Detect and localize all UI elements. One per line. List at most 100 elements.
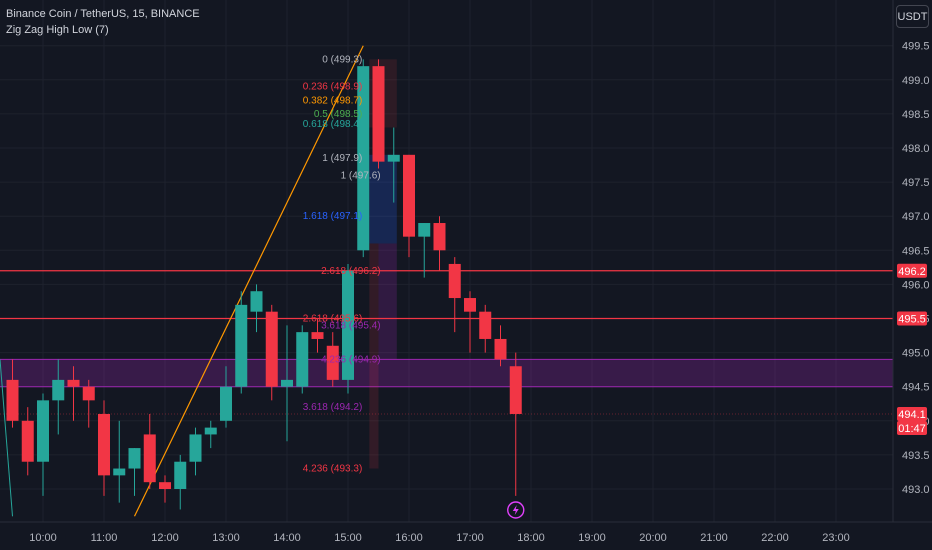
zigzag-indicator bbox=[0, 45, 364, 517]
price-badge-label: 01:47 bbox=[898, 423, 926, 435]
candle-down bbox=[98, 413, 110, 476]
fib-label: 0.5 (498.5) bbox=[314, 109, 362, 120]
candle-up bbox=[281, 379, 293, 387]
fib-labels: 0 (499.3) 0.236 (498.9) 0.382 (498.7) 0.5 (… bbox=[303, 54, 381, 474]
time-tick-label: 10:00 bbox=[29, 532, 57, 544]
support-zone bbox=[0, 358, 893, 388]
currency-button[interactable]: USDT bbox=[896, 5, 929, 28]
candle-up bbox=[250, 291, 263, 312]
fib-label: 0 (499.3) bbox=[322, 54, 362, 65]
fib-label: 1 (497.9) bbox=[322, 153, 362, 164]
time-tick-label: 14:00 bbox=[273, 532, 301, 544]
zigzag-line-prev bbox=[0, 359, 13, 517]
time-tick-label: 18:00 bbox=[517, 532, 545, 544]
candle-down bbox=[311, 332, 324, 339]
fib-label: 0.236 (498.9) bbox=[303, 82, 363, 93]
price-tick-label: 497.5 bbox=[902, 177, 930, 189]
fib-label: 2.618 (496.2) bbox=[321, 266, 381, 277]
candle-down bbox=[403, 154, 415, 237]
fib-label: 0.382 (498.7) bbox=[303, 95, 363, 106]
fib-label: 4.236 (494.9) bbox=[321, 354, 381, 365]
chart-legend: Binance Coin / TetherUS, 15, BINANCE Zig… bbox=[6, 6, 200, 38]
candle-down bbox=[433, 223, 446, 251]
price-tick-label: 493.0 bbox=[902, 484, 930, 496]
price-badge bbox=[897, 311, 927, 326]
price-tick-label: 499.0 bbox=[902, 75, 930, 87]
fib-label: 0.618 (498.4) bbox=[303, 119, 363, 130]
candle-down bbox=[464, 298, 476, 312]
candle-down bbox=[326, 345, 339, 380]
price-tick-label: 495.0 bbox=[902, 348, 930, 360]
fib-box-purple bbox=[378, 243, 397, 360]
candle-down bbox=[143, 434, 156, 483]
candle-up bbox=[37, 400, 49, 462]
price-tick-label: 499.5 bbox=[902, 41, 930, 53]
candle-up bbox=[296, 332, 309, 387]
candle-up bbox=[418, 223, 431, 237]
candle-up bbox=[342, 270, 354, 380]
price-tick-label: 498.5 bbox=[902, 109, 930, 121]
fib-label: 1 (497.6) bbox=[341, 170, 381, 181]
zigzag-line bbox=[133, 45, 364, 517]
symbol-title[interactable]: Binance Coin / TetherUS, 15, BINANCE bbox=[6, 8, 200, 20]
candle-down bbox=[265, 311, 278, 387]
candle-down bbox=[509, 366, 522, 414]
time-tick-label: 11:00 bbox=[91, 532, 118, 544]
candle-up bbox=[387, 154, 400, 162]
candle-down bbox=[479, 311, 492, 339]
candle-up bbox=[52, 379, 65, 401]
lightning-icon bbox=[512, 505, 519, 515]
fib-label: 3.618 (494.2) bbox=[303, 402, 363, 413]
candle-up bbox=[128, 448, 141, 469]
candle-up bbox=[189, 434, 202, 462]
candlesticks bbox=[6, 59, 522, 510]
indicator-label[interactable]: Zig Zag High Low (7) bbox=[6, 24, 109, 36]
candle-down bbox=[448, 263, 461, 299]
price-badge bbox=[897, 420, 927, 435]
fib-box-blue bbox=[369, 154, 397, 244]
price-badge bbox=[897, 263, 927, 278]
price-badge-label: 496.2 bbox=[898, 266, 926, 278]
price-badge-label: 494.1 bbox=[898, 409, 926, 421]
time-tick-label: 21:00 bbox=[700, 532, 728, 544]
candle-down bbox=[82, 386, 95, 401]
candle-down bbox=[494, 338, 507, 360]
alert-marker[interactable] bbox=[507, 501, 525, 519]
time-tick-label: 20:00 bbox=[639, 532, 667, 544]
chart-grid bbox=[0, 0, 893, 522]
time-axis-bg bbox=[0, 522, 932, 550]
time-tick-label: 15:00 bbox=[334, 532, 362, 544]
alert-icon bbox=[507, 501, 525, 519]
time-tick-label: 12:00 bbox=[151, 532, 179, 544]
price-tick-label: 496.5 bbox=[902, 245, 930, 257]
candle-down bbox=[372, 66, 385, 162]
candle-down bbox=[6, 379, 19, 421]
candle-down bbox=[159, 482, 171, 489]
candle-up bbox=[113, 468, 126, 476]
time-tick-label: 22:00 bbox=[761, 532, 789, 544]
candle-up bbox=[235, 304, 248, 387]
candle-down bbox=[67, 379, 80, 387]
candle-down bbox=[21, 420, 34, 462]
horizontal-lines bbox=[0, 270, 893, 415]
price-badge-label: 495.5 bbox=[898, 314, 926, 326]
fib-label: 4.236 (493.3) bbox=[303, 464, 363, 475]
price-tick-label: 496.0 bbox=[902, 279, 930, 291]
price-tick-label: 493.5 bbox=[902, 450, 930, 462]
price-tick-label: 498.0 bbox=[902, 143, 930, 155]
price-badges: 496.2 495.5 494.1 01:47 bbox=[897, 263, 927, 435]
time-tick-label: 13:00 bbox=[212, 532, 240, 544]
price-tick-label: 497.0 bbox=[902, 211, 930, 223]
fib-label: 3.618 (495.4) bbox=[321, 320, 381, 331]
candle-up bbox=[174, 461, 187, 489]
fib-label: 2.618 (495.6) bbox=[303, 314, 363, 325]
time-axis[interactable]: 10:00 11:00 12:00 13:00 14:00 15:00 16:00 17:00… bbox=[0, 521, 932, 550]
candle-up bbox=[204, 427, 217, 435]
time-tick-label: 16:00 bbox=[395, 532, 423, 544]
price-badge bbox=[897, 406, 927, 421]
price-tick-label: 494.5 bbox=[902, 382, 930, 394]
candle-up bbox=[220, 386, 232, 421]
time-tick-label: 17:00 bbox=[456, 532, 484, 544]
fib-label: 1.618 (497.1) bbox=[303, 211, 363, 222]
